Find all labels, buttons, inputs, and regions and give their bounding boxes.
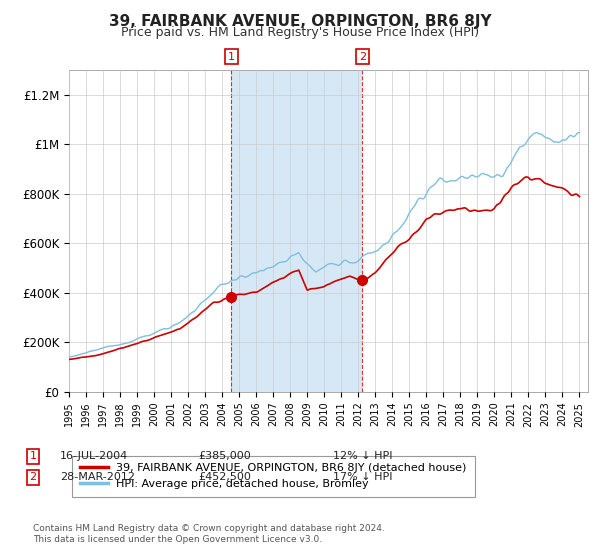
Text: 28-MAR-2012: 28-MAR-2012 bbox=[60, 472, 135, 482]
Text: Price paid vs. HM Land Registry's House Price Index (HPI): Price paid vs. HM Land Registry's House … bbox=[121, 26, 479, 39]
Text: 2: 2 bbox=[359, 52, 366, 62]
Text: £385,000: £385,000 bbox=[198, 451, 251, 461]
Text: 2: 2 bbox=[29, 472, 37, 482]
Text: 17% ↓ HPI: 17% ↓ HPI bbox=[333, 472, 392, 482]
Text: Contains HM Land Registry data © Crown copyright and database right 2024.
This d: Contains HM Land Registry data © Crown c… bbox=[33, 524, 385, 544]
Text: 1: 1 bbox=[29, 451, 37, 461]
Text: 39, FAIRBANK AVENUE, ORPINGTON, BR6 8JY: 39, FAIRBANK AVENUE, ORPINGTON, BR6 8JY bbox=[109, 14, 491, 29]
Bar bbox=[232, 70, 362, 392]
Text: £452,500: £452,500 bbox=[198, 472, 251, 482]
Legend: 39, FAIRBANK AVENUE, ORPINGTON, BR6 8JY (detached house), HPI: Average price, de: 39, FAIRBANK AVENUE, ORPINGTON, BR6 8JY … bbox=[72, 455, 475, 497]
Text: 16-JUL-2004: 16-JUL-2004 bbox=[60, 451, 128, 461]
Text: 1: 1 bbox=[228, 52, 235, 62]
Text: 12% ↓ HPI: 12% ↓ HPI bbox=[333, 451, 392, 461]
